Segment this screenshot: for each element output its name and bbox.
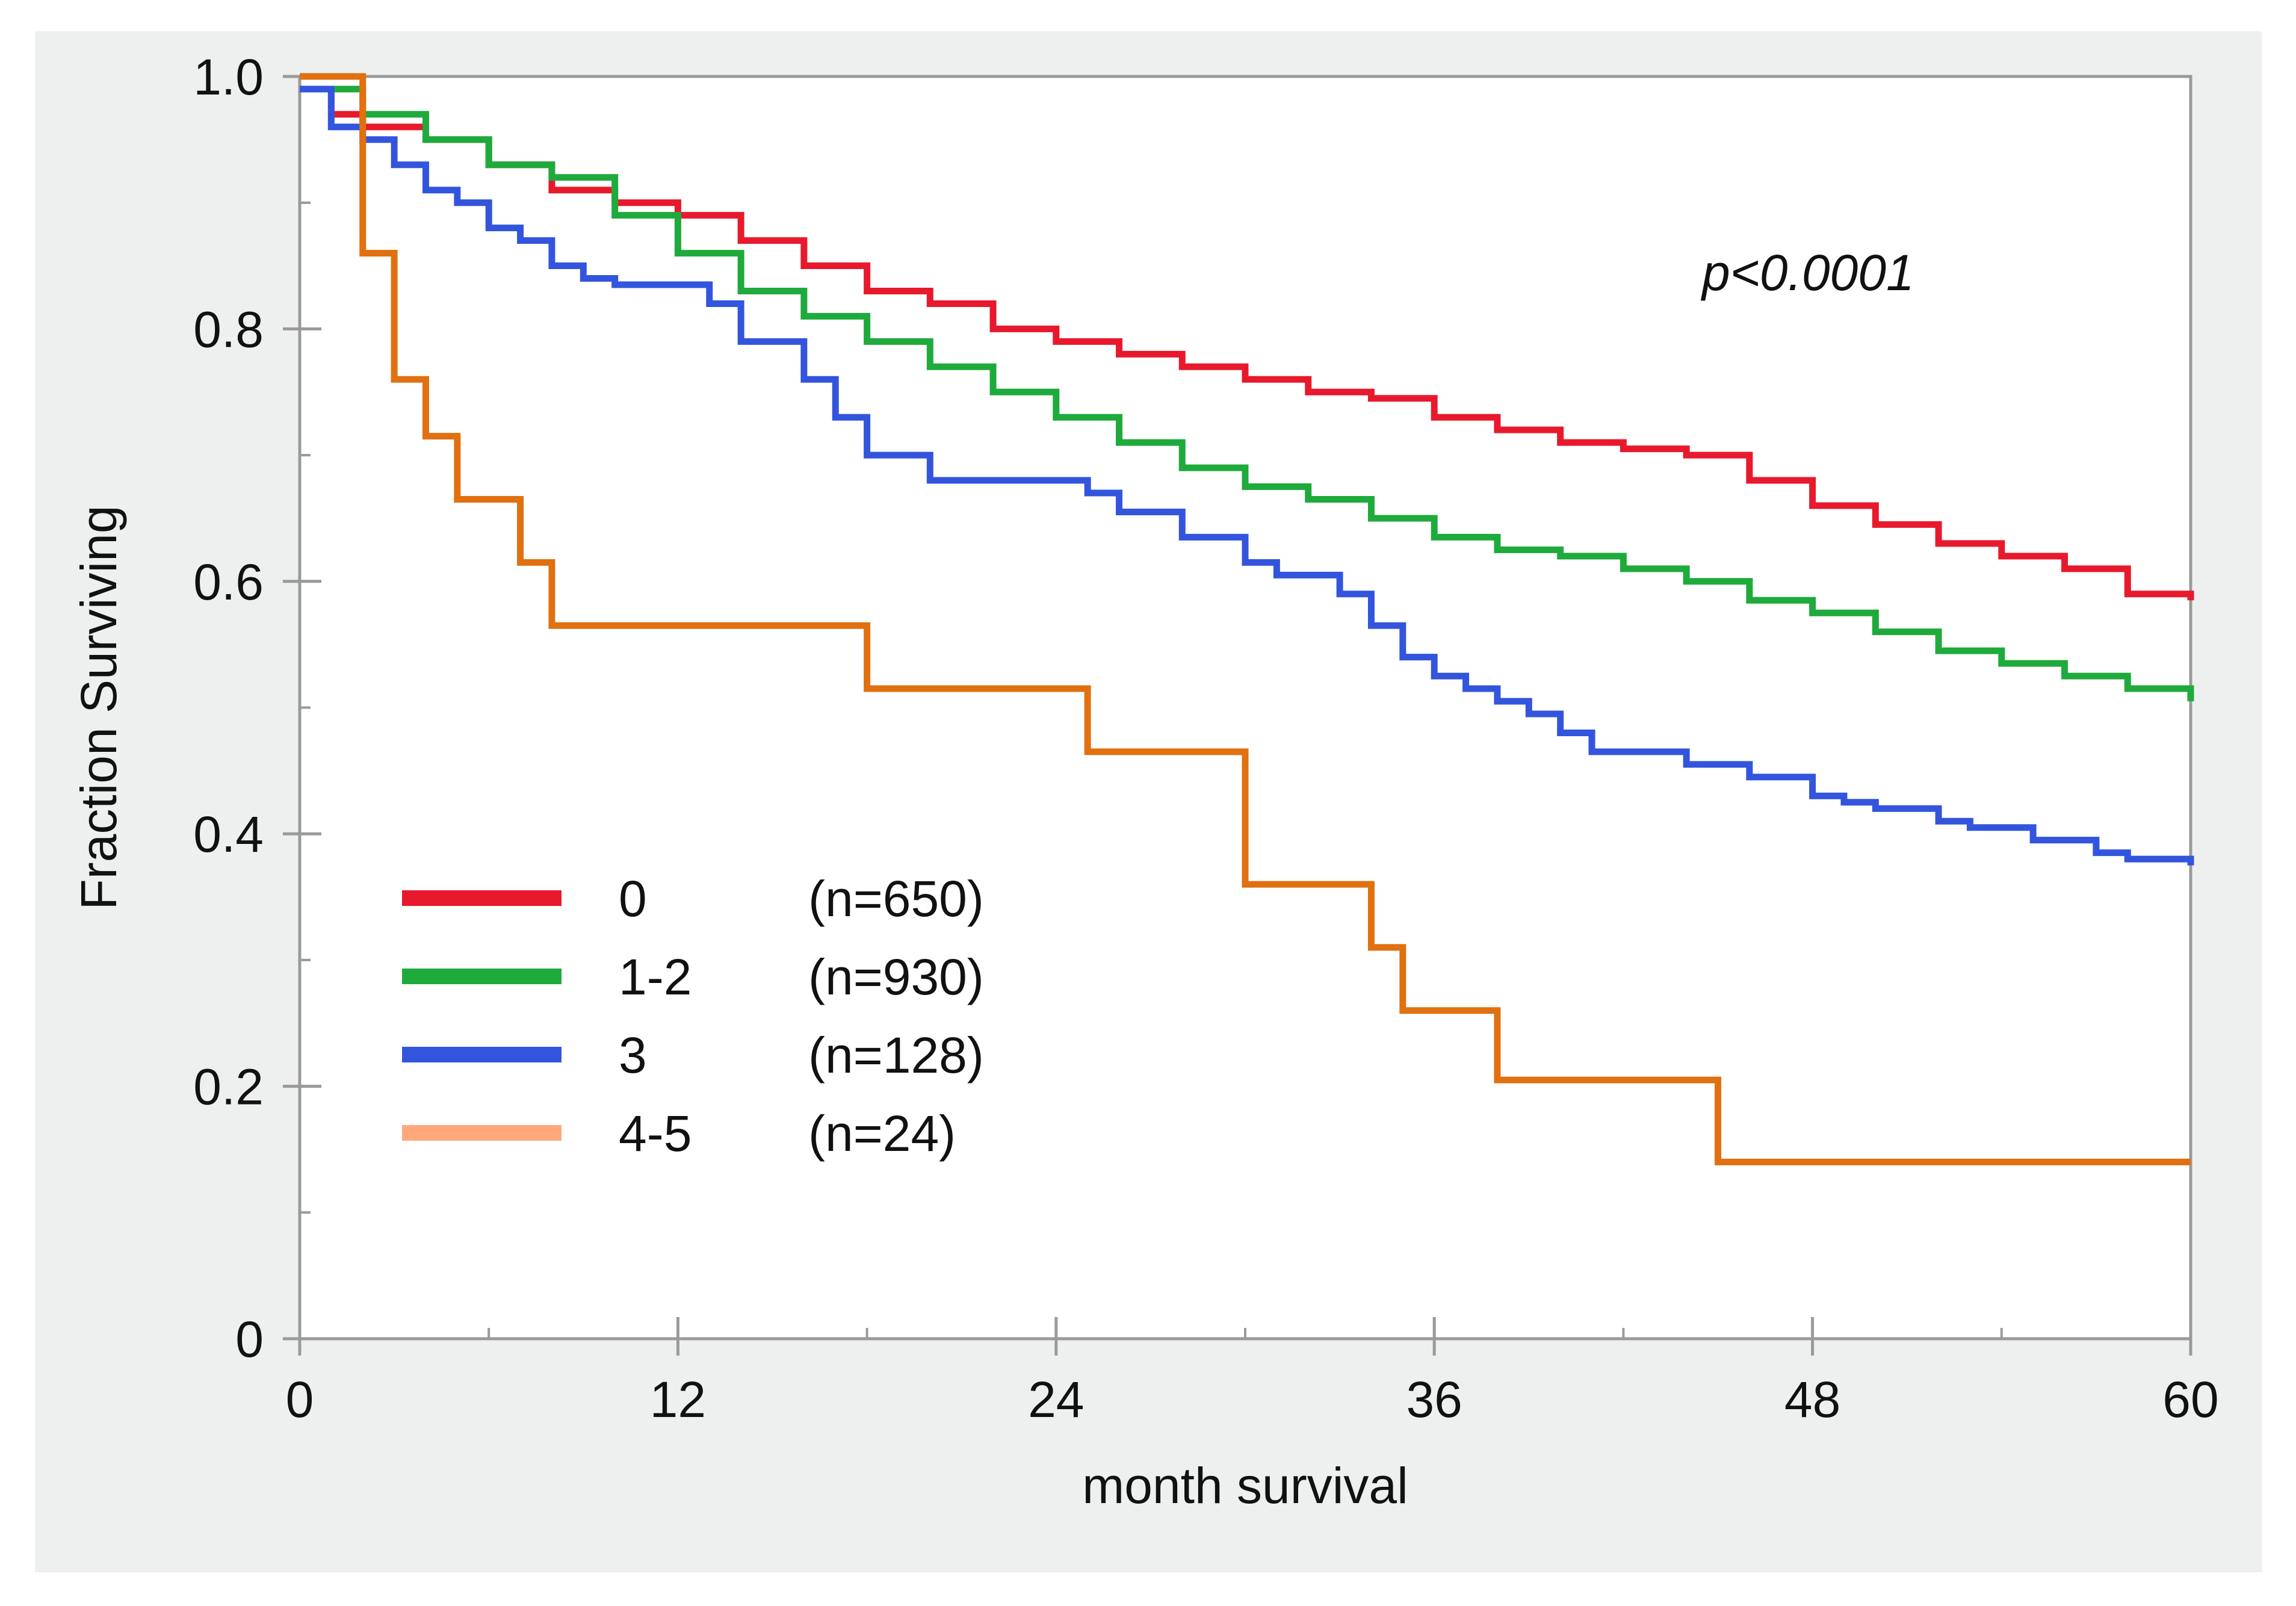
series-line-4-5 xyxy=(300,73,2191,1165)
legend: 0 (n=650) 1-2 (n=930) 3 (n=128) 4-5 (n=2… xyxy=(402,870,984,1162)
y-tick-label: 1.0 xyxy=(193,49,264,105)
figure-panel: 0 12 24 36 48 60 0 0.2 0.4 0.6 0.8 1.0 month surviv… xyxy=(35,31,2262,1572)
x-tick-label: 0 xyxy=(286,1371,314,1428)
x-tick-label: 12 xyxy=(650,1371,706,1428)
x-tick-label: 60 xyxy=(2162,1371,2218,1428)
survival-chart: 0 12 24 36 48 60 0 0.2 0.4 0.6 0.8 1.0 month surviv… xyxy=(70,49,2219,1514)
x-axis-title: month survival xyxy=(1082,1457,1408,1514)
series-line-3 xyxy=(300,85,2194,866)
series-line-0 xyxy=(300,85,2194,601)
x-tick-label: 36 xyxy=(1406,1371,1462,1428)
legend-count-1-2: (n=930) xyxy=(808,949,984,1005)
y-tick-label: 0.4 xyxy=(193,806,264,863)
legend-count-4-5: (n=24) xyxy=(808,1105,956,1162)
x-tick-label: 24 xyxy=(1028,1371,1084,1428)
y-tick-label: 0.8 xyxy=(193,301,264,358)
legend-label-3: 3 xyxy=(619,1027,647,1084)
legend-label-4-5: 4-5 xyxy=(619,1105,692,1162)
y-tick-label: 0 xyxy=(235,1311,264,1368)
legend-count-0: (n=650) xyxy=(808,870,984,927)
legend-count-3: (n=128) xyxy=(808,1027,984,1084)
y-tick-label: 0.6 xyxy=(193,554,264,610)
y-axis-title: Fraction Surviving xyxy=(70,505,127,910)
legend-label-0: 0 xyxy=(619,870,647,927)
x-tick-label: 48 xyxy=(1784,1371,1840,1428)
legend-label-1-2: 1-2 xyxy=(619,949,692,1005)
y-tick-label: 0.2 xyxy=(193,1059,264,1115)
series-line-1-2 xyxy=(300,85,2194,702)
p-value-annotation: p<0.0001 xyxy=(1700,244,1914,301)
